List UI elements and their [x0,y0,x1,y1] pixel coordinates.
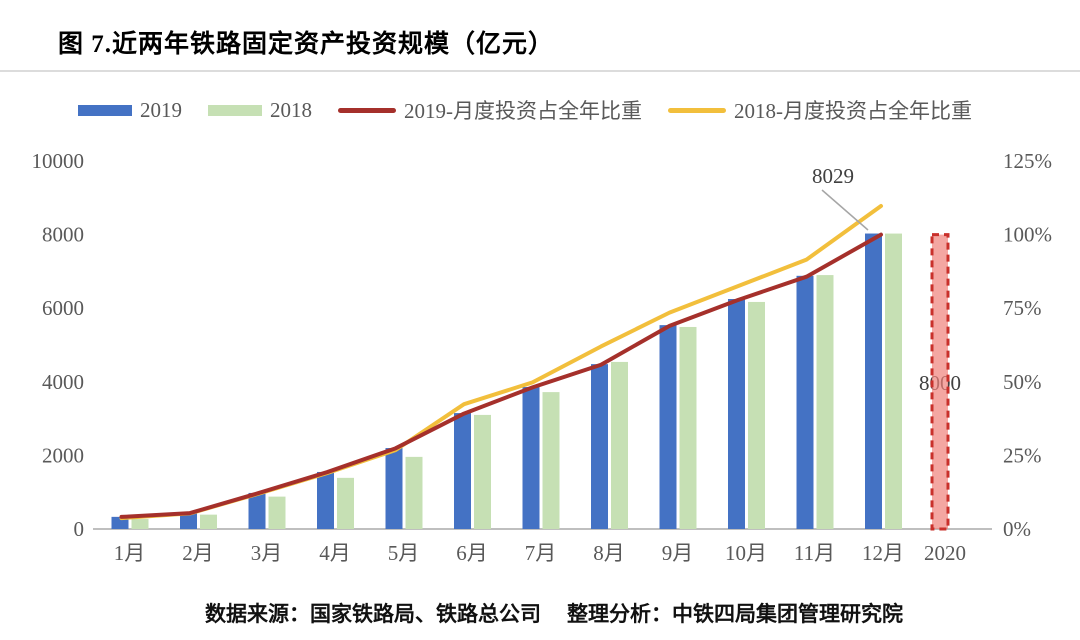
bar-2019-m8 [591,364,608,529]
footer-note: 数据来源：国家铁路局、铁路总公司 整理分析：中铁四局集团管理研究院 [205,598,903,628]
legend-label-2018-line: 2018-月度投资占全年比重 [734,99,972,123]
left-axis-tick-2000: 2000 [42,443,84,467]
planned-bar-2020 [930,233,950,531]
legend-swatch-2018-line [668,107,726,113]
month-label-8: 8月 [593,541,625,565]
bar-2019-m9 [659,325,677,529]
bar-2018-m5 [405,456,423,529]
bar-2019-m6 [454,413,471,529]
left-axis-tick-8000: 8000 [42,223,84,247]
left-axis-tick-10000: 10000 [32,149,85,173]
month-label-9: 9月 [662,541,694,565]
right-axis-tick-75%: 75% [1003,296,1042,320]
bar-2018-m10 [748,301,765,529]
legend-item-2018-bar: 2018 [208,98,312,123]
legend-item-2019-line: 2019-月度投资占全年比重 [338,95,642,125]
bar-2019-m5 [385,448,403,529]
legend-label-2018-bar: 2018 [270,97,312,122]
bar-2019-m3 [248,492,266,529]
month-label-12: 12月 [862,541,904,565]
right-axis-tick-25%: 25% [1003,443,1042,467]
category-label-2020: 2020 [924,541,966,565]
bar-2018-m6 [474,414,491,529]
legend-item-2019-bar: 2019 [78,98,182,123]
legend-item-2018-line: 2018-月度投资占全年比重 [668,95,972,125]
bar-2018-m2 [200,514,217,529]
right-axis-tick-0%: 0% [1003,517,1031,541]
bar-2019-m11 [796,275,814,529]
title-divider [0,70,1080,72]
legend-swatch-2018-bar [208,104,262,116]
legend-label-2019-bar: 2019 [140,97,182,122]
line-2018-cumulative-pct [119,204,883,521]
month-label-7: 7月 [525,541,557,565]
legend-swatch-2019-bar [78,104,132,116]
bar-2018-m12 [885,233,902,530]
data-source-text: 数据来源：国家铁路局、铁路总公司 [205,602,541,626]
bar-2018-m7 [542,392,560,529]
bar-2018-m3 [268,496,286,529]
annotation-leader-line [821,189,869,231]
bar-2018-m8 [611,361,628,529]
legend-swatch-2019-line [338,107,396,113]
bar-2019-m10 [728,299,745,529]
left-axis-tick-4000: 4000 [42,370,84,394]
month-label-3: 3月 [251,541,283,565]
chart-legend: 2019 2018 2019-月度投资占全年比重 2018-月度投资占全年比重 [78,95,972,125]
bar-2018-m9 [679,326,697,529]
month-label-6: 6月 [456,541,488,565]
right-axis-tick-125%: 125% [1003,149,1052,173]
legend-label-2019-line: 2019-月度投资占全年比重 [404,99,642,123]
month-label-11: 11月 [794,541,835,565]
month-label-1: 1月 [114,541,146,565]
line-2019-cumulative-pct [119,232,883,519]
bar-2018-m4 [337,477,354,529]
bar-2019-m7 [522,386,540,529]
bar-2019-m4 [317,471,334,529]
right-axis-tick-100%: 100% [1003,223,1052,247]
analysis-credit-text: 整理分析：中铁四局集团管理研究院 [567,602,903,626]
left-axis-tick-0: 0 [74,517,85,541]
month-label-2: 2月 [182,541,214,565]
annotation-8029: 8029 [812,164,854,188]
bar-2018-m11 [816,275,834,529]
bar-2019-m2 [180,513,197,529]
month-label-4: 4月 [319,541,351,565]
month-label-10: 10月 [725,541,767,565]
bar-2019-m12 [865,233,882,529]
bar-2018-m1 [131,519,149,529]
right-axis-tick-50%: 50% [1003,370,1042,394]
month-label-5: 5月 [388,541,420,565]
chart-title: 图 7.近两年铁路固定资产投资规模（亿元） [58,31,555,58]
left-axis-tick-6000: 6000 [42,296,84,320]
